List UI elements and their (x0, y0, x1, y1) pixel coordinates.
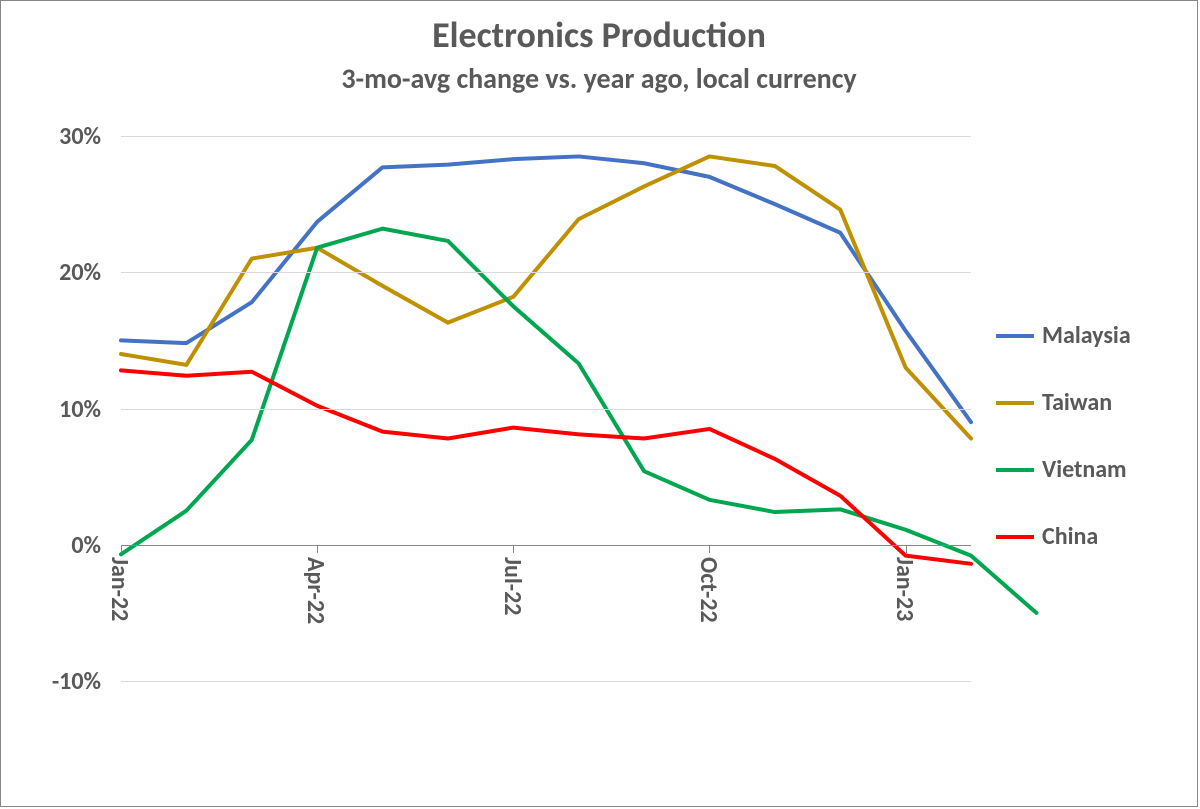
series-line-china (121, 370, 971, 563)
legend-swatch (996, 401, 1034, 405)
legend-item-china: China (996, 522, 1131, 551)
x-axis-tick-label: Jan-22 (105, 557, 134, 621)
gridline (121, 409, 971, 410)
chart-container: Electronics Production 3-mo-avg change v… (0, 0, 1198, 807)
legend-item-malaysia: Malaysia (996, 321, 1131, 350)
legend-swatch (996, 468, 1034, 472)
gridline (121, 272, 971, 273)
legend-label: Malaysia (1042, 321, 1131, 350)
legend-swatch (996, 334, 1034, 338)
y-axis-tick-label: 10% (1, 395, 101, 424)
x-axis-tick-mark (906, 545, 907, 553)
x-axis-tick-label: Jan-23 (890, 557, 919, 621)
chart-title: Electronics Production (1, 13, 1197, 57)
x-axis-tick-mark (709, 545, 710, 553)
chart-subtitle: 3-mo-avg change vs. year ago, local curr… (1, 61, 1197, 96)
gridline (121, 545, 971, 546)
gridline (121, 136, 971, 137)
x-axis-tick-mark (513, 545, 514, 553)
legend-label: China (1042, 522, 1098, 551)
legend: Malaysia Taiwan Vietnam China (996, 321, 1131, 589)
series-line-malaysia (121, 156, 971, 422)
legend-label: Vietnam (1042, 455, 1127, 484)
y-axis-tick-label: 30% (1, 122, 101, 151)
y-axis-tick-label: 20% (1, 258, 101, 287)
x-axis-tick-label: Jul-22 (498, 557, 527, 615)
gridline (121, 681, 971, 682)
plot-area (121, 136, 971, 681)
x-axis-tick-label: Apr-22 (301, 557, 330, 624)
x-axis-tick-mark (121, 545, 122, 553)
legend-item-vietnam: Vietnam (996, 455, 1131, 484)
legend-item-taiwan: Taiwan (996, 388, 1131, 417)
y-axis-tick-label: 0% (1, 531, 101, 560)
y-axis-tick-label: -10% (1, 667, 101, 696)
series-line-taiwan (121, 156, 971, 438)
legend-label: Taiwan (1042, 388, 1112, 417)
x-axis-tick-mark (317, 545, 318, 553)
series-line-vietnam (121, 229, 1036, 613)
legend-swatch (996, 535, 1034, 539)
x-axis-tick-label: Oct-22 (694, 557, 723, 623)
